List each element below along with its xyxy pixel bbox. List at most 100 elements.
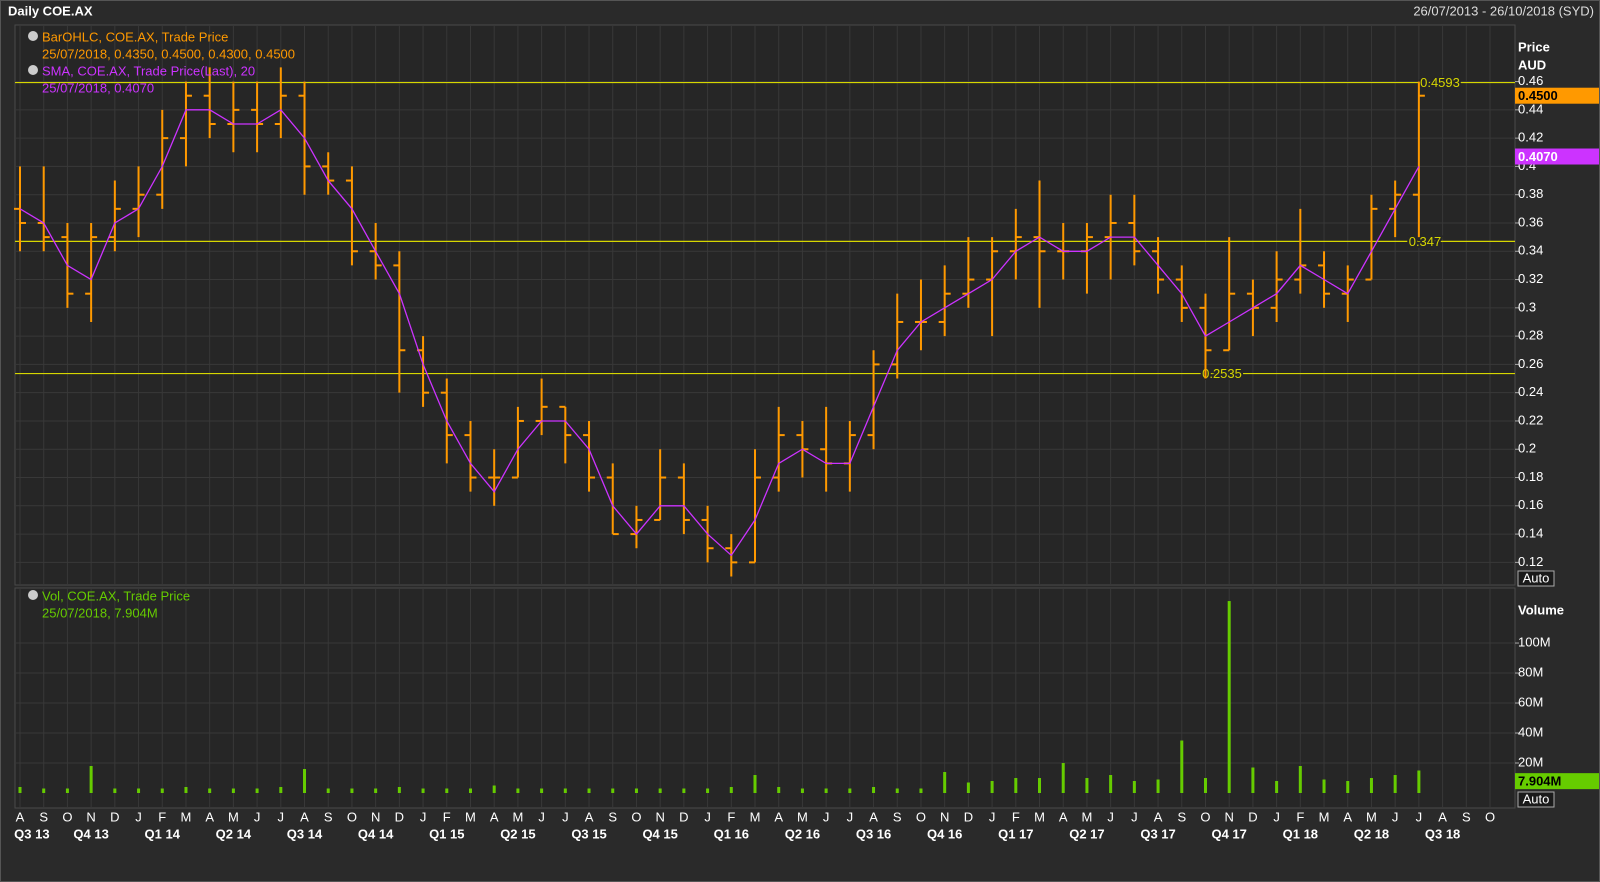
quarter-label: Q4 13 [73, 826, 108, 841]
x-tick-label: A [205, 809, 214, 824]
auto-button-box[interactable] [1517, 570, 1555, 587]
auto-button[interactable]: Auto [1517, 791, 1555, 808]
x-tick-label: F [727, 809, 735, 824]
volume-bar [1180, 740, 1184, 794]
y-tick-label: 0.46 [1518, 73, 1543, 88]
grid [15, 25, 1515, 808]
volume-bar [919, 788, 923, 794]
volume-bar [943, 772, 947, 794]
x-tick-label: O [1200, 809, 1210, 824]
volume-tick-label: 100M [1518, 634, 1551, 649]
level-label: 0.4593 [1420, 75, 1460, 90]
auto-button-label[interactable]: Auto [1523, 791, 1550, 806]
volume-bar [137, 788, 141, 794]
volume-bar [113, 788, 117, 794]
x-tick-label: J [989, 809, 996, 824]
volume-bar [1298, 766, 1302, 794]
volume-bar [1061, 763, 1065, 794]
quarter-label: Q4 17 [1211, 826, 1246, 841]
volume-bar [1393, 775, 1397, 794]
auto-button-label[interactable]: Auto [1523, 570, 1550, 585]
volume-bar [540, 788, 544, 794]
x-tick-label: J [278, 809, 285, 824]
y-tick-label: 0.22 [1518, 412, 1543, 427]
legend-icon [28, 590, 38, 600]
volume-bar [65, 788, 69, 794]
volume-bar [753, 775, 757, 794]
volume-bar [255, 788, 259, 794]
volume-bar [563, 788, 567, 794]
x-tick-label: S [1177, 809, 1186, 824]
x-tick-label: F [158, 809, 166, 824]
quarter-label: Q3 17 [1140, 826, 1175, 841]
volume-tick-label: 40M [1518, 724, 1543, 739]
x-tick-label: M [1319, 809, 1330, 824]
volume-bar [42, 788, 46, 794]
x-tick-label: A [585, 809, 594, 824]
x-tick-label: O [631, 809, 641, 824]
volume-bar [1251, 767, 1255, 794]
x-tick-label: O [347, 809, 357, 824]
x-tick-label: M [1366, 809, 1377, 824]
x-tick-label: A [869, 809, 878, 824]
x-tick-label: A [1059, 809, 1068, 824]
volume-bar [895, 788, 899, 794]
volume-bar [89, 766, 93, 794]
x-tick-label: O [1485, 809, 1495, 824]
x-tick-label: J [135, 809, 142, 824]
quarter-label: Q1 15 [429, 826, 464, 841]
quarter-label: Q1 17 [998, 826, 1033, 841]
x-tick-label: J [823, 809, 830, 824]
volume-bar [872, 787, 876, 794]
volume-bar [658, 788, 662, 794]
volume-bar [990, 781, 994, 794]
x-tick-label: A [1343, 809, 1352, 824]
y-tick-label: 0.28 [1518, 328, 1543, 343]
x-tick-label: N [655, 809, 664, 824]
volume-bar [397, 787, 401, 794]
y-tick-label: 0.44 [1518, 101, 1543, 116]
x-tick-label: D [679, 809, 688, 824]
y-tick-label: 0.36 [1518, 214, 1543, 229]
y-tick-label: 0.3 [1518, 299, 1536, 314]
level-label: 0.2535 [1202, 366, 1242, 381]
volume-bar [1085, 778, 1089, 794]
x-tick-label: M [228, 809, 239, 824]
x-tick-label: M [797, 809, 808, 824]
volume-bar [184, 787, 188, 794]
x-tick-label: M [465, 809, 476, 824]
volume-bar [611, 788, 615, 794]
quarter-label: Q3 15 [571, 826, 606, 841]
volume-bar [1156, 779, 1160, 794]
x-tick-label: J [704, 809, 711, 824]
x-tick-label: J [538, 809, 545, 824]
x-tick-label: M [1034, 809, 1045, 824]
volume-axis-label: Volume [1518, 602, 1564, 617]
y-tick-label: 0.32 [1518, 271, 1543, 286]
x-tick-label: J [420, 809, 427, 824]
x-tick-label: J [562, 809, 569, 824]
x-tick-label: N [940, 809, 949, 824]
x-tick-label: D [110, 809, 119, 824]
x-tick-label: J [1392, 809, 1399, 824]
y-axis-unit: AUD [1518, 57, 1546, 72]
volume-bar [1322, 779, 1326, 794]
x-tick-label: M [750, 809, 761, 824]
quarter-label: Q2 18 [1354, 826, 1389, 841]
quarter-label: Q2 14 [216, 826, 252, 841]
volume-bar [824, 788, 828, 794]
quarter-label: Q3 18 [1425, 826, 1460, 841]
volume-bar [492, 785, 496, 794]
x-tick-label: A [490, 809, 499, 824]
volume-panel [14, 587, 1516, 809]
volume-tick-label: 60M [1518, 694, 1543, 709]
auto-button-box[interactable] [1517, 791, 1555, 808]
volume-bar [729, 787, 733, 794]
x-tick-label: F [1012, 809, 1020, 824]
y-tick-label: 0.34 [1518, 243, 1543, 258]
volume-bar [303, 769, 307, 794]
last-value-label: 0.4070 [1518, 149, 1558, 164]
x-tick-label: S [893, 809, 902, 824]
auto-button[interactable]: Auto [1517, 570, 1555, 587]
x-tick-label: M [181, 809, 192, 824]
